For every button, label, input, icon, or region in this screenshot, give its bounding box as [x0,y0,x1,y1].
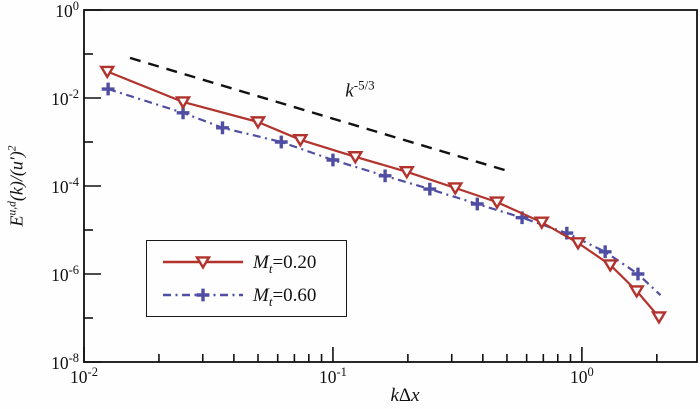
svg-text:10-8: 10-8 [51,351,79,373]
legend-label-mt060: Mt=0.60 [253,284,317,309]
legend-item-mt020: Mt=0.20 [161,250,346,274]
svg-text:100: 100 [570,365,594,387]
series-mt-0-20 [99,65,668,325]
y-axis-title-symbol: E [6,215,27,227]
legend-label-mt020: Mt=0.20 [253,251,317,276]
svg-text:10-1: 10-1 [319,365,347,387]
legend-label-symbol: M [253,284,269,306]
tick-labels: 10-2 10-1 100 100 10-2 10-4 10-6 10-8 [51,0,594,387]
series-k-5-3-reference [129,56,506,172]
svg-text:100: 100 [55,0,79,21]
legend-sample-mt020 [163,256,243,270]
legend-sample-mt060 [163,288,243,302]
x-axis-title-x: x [411,385,420,406]
y-axis-title-exponent: 2 [6,145,19,152]
x-axis-title-delta: Δ [398,385,412,406]
y-axis-title-superscript: u,d [6,201,19,216]
legend: Mt=0.20 Mt=0.60 [146,240,347,317]
x-axis-title-k: k [390,385,399,406]
legend-label-subscript: t [268,260,273,276]
legend-label-subscript: t [268,293,273,309]
x-axis-title: kΔx [390,385,419,407]
legend-label-symbol: M [253,251,269,273]
legend-label-value: =0.20 [272,251,317,273]
axis-ticks [83,9,658,363]
legend-label-value: =0.60 [272,284,317,306]
svg-text:10-2: 10-2 [70,365,98,387]
slope-annotation-base: k [345,80,354,102]
legend-item-mt060: Mt=0.60 [161,283,346,307]
svg-text:10-4: 10-4 [51,175,80,197]
svg-text:10-2: 10-2 [51,87,79,109]
y-axis-title: Eu,d(k)/(u′)2 [7,145,28,226]
slope-annotation-exponent: -5/3 [353,77,375,93]
svg-text:10-6: 10-6 [51,263,79,285]
slope-annotation: k-5/3 [345,77,374,102]
y-axis-title-middle: (k)/(u′) [6,151,27,202]
